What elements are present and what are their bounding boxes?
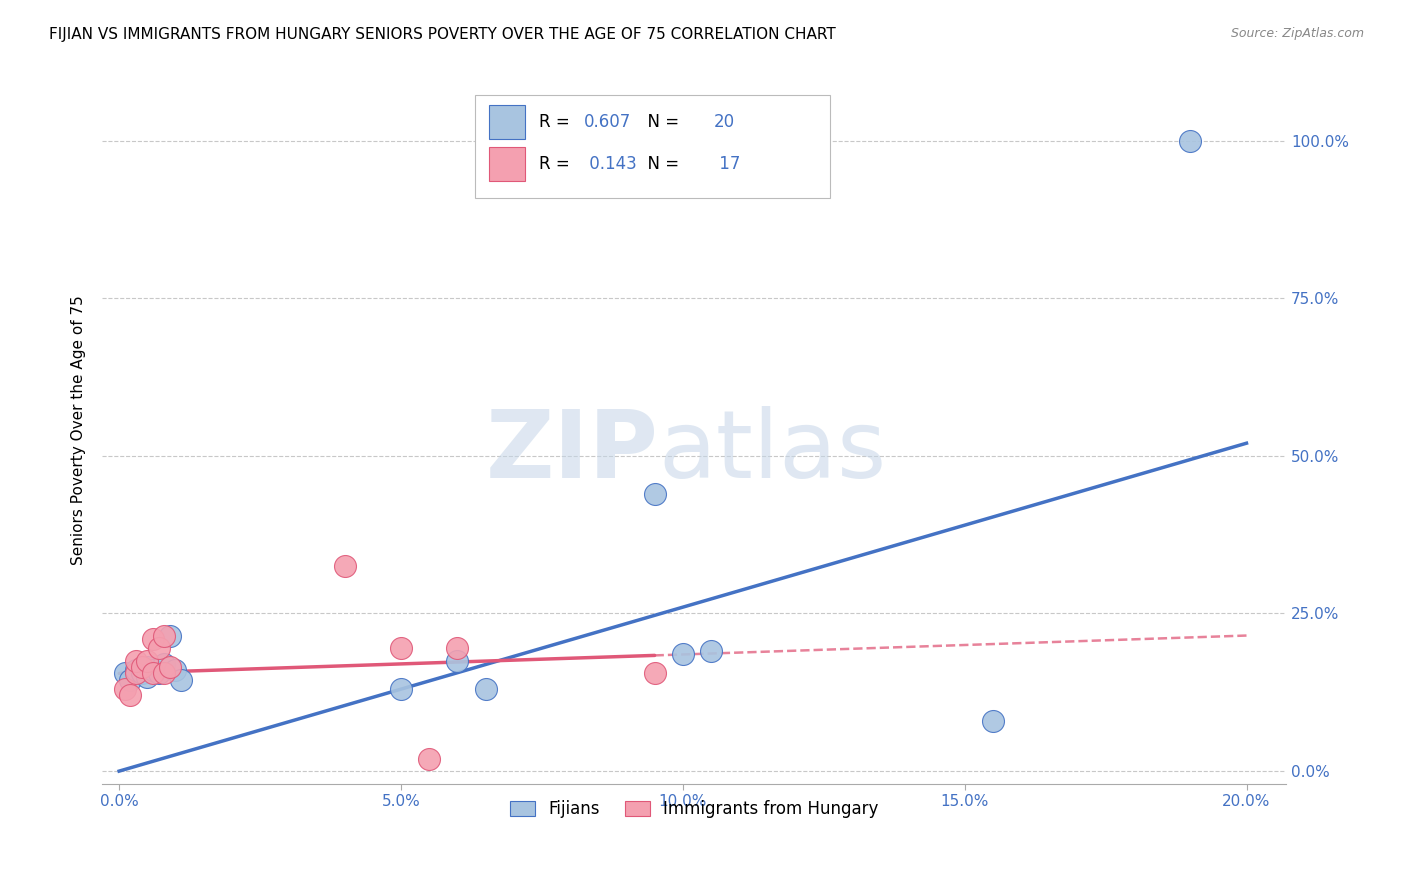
Point [131,666,153,681]
Point [700,644,723,658]
Point [153,666,176,681]
Point [125,666,148,681]
Point [389,682,412,697]
Point [644,486,666,500]
Text: R =: R = [538,113,575,131]
Point [153,628,176,642]
Legend: Fijians, Immigrants from Hungary: Fijians, Immigrants from Hungary [503,794,884,825]
Y-axis label: Seniors Poverty Over the Age of 75: Seniors Poverty Over the Age of 75 [72,296,86,566]
Point [120,689,142,703]
Point [672,648,695,662]
Point [165,663,187,677]
Text: N =: N = [637,155,685,173]
Bar [489,105,524,139]
Point [142,666,165,681]
Text: 20: 20 [714,113,735,131]
Text: ZIP: ZIP [485,406,658,498]
Text: atlas: atlas [658,406,887,498]
Text: 0.143: 0.143 [583,155,637,173]
Point [120,673,142,687]
Point [333,559,356,574]
Point [474,682,496,697]
Point [159,660,181,674]
Point [136,669,159,683]
Point [142,632,165,646]
Point [136,660,159,674]
Point [125,663,148,677]
Point [418,751,440,765]
Point [125,654,148,668]
Point [148,666,170,681]
Point [159,628,181,642]
Point [131,660,153,674]
Text: N =: N = [637,113,685,131]
Point [114,666,136,681]
Point [446,641,468,656]
Point [170,673,193,687]
Point [1178,134,1201,148]
Point [136,654,159,668]
Point [153,657,176,671]
Bar [489,147,524,181]
FancyBboxPatch shape [475,95,830,197]
Text: Source: ZipAtlas.com: Source: ZipAtlas.com [1230,27,1364,40]
Text: R =: R = [538,155,575,173]
Text: 0.607: 0.607 [583,113,631,131]
Point [644,666,666,681]
Text: 17: 17 [714,155,741,173]
Point [114,682,136,697]
Point [446,654,468,668]
Point [389,641,412,656]
Point [148,641,170,656]
Point [981,714,1004,728]
Text: FIJIAN VS IMMIGRANTS FROM HUNGARY SENIORS POVERTY OVER THE AGE OF 75 CORRELATION: FIJIAN VS IMMIGRANTS FROM HUNGARY SENIOR… [49,27,837,42]
Point [142,663,165,677]
